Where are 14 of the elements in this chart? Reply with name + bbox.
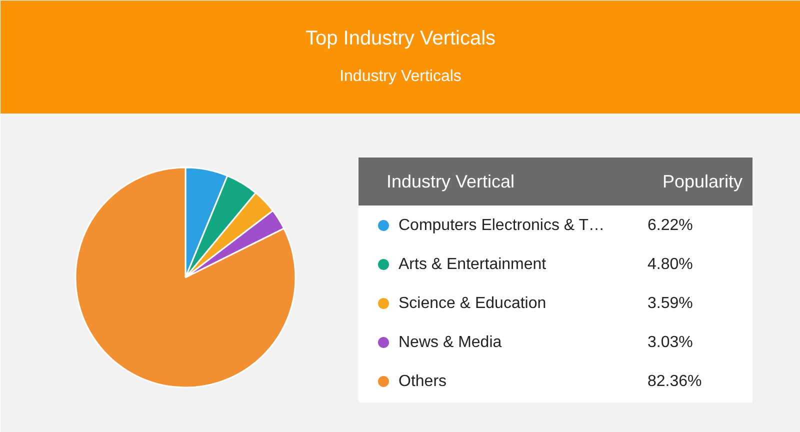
legend-label: News & Media: [398, 334, 502, 351]
legend-label: Computers Electronics & T…: [398, 217, 604, 234]
data-label: 3.59%: [648, 295, 693, 312]
legend-label: Science & Education: [398, 295, 546, 312]
data-label: 3.03%: [648, 334, 693, 351]
chart-subtitle: Industry Verticals: [340, 68, 462, 85]
legend-title: Industry Vertical: [386, 172, 515, 192]
text: Popularity: [662, 172, 743, 192]
data-label: 82.36%: [648, 373, 702, 390]
legend-label: Arts & Entertainment: [398, 256, 547, 273]
legend-label: Others: [398, 373, 447, 390]
data-label: 4.80%: [648, 256, 693, 273]
data-label: 6.22%: [648, 217, 693, 234]
chart-title: Top Industry Verticals: [305, 28, 496, 50]
